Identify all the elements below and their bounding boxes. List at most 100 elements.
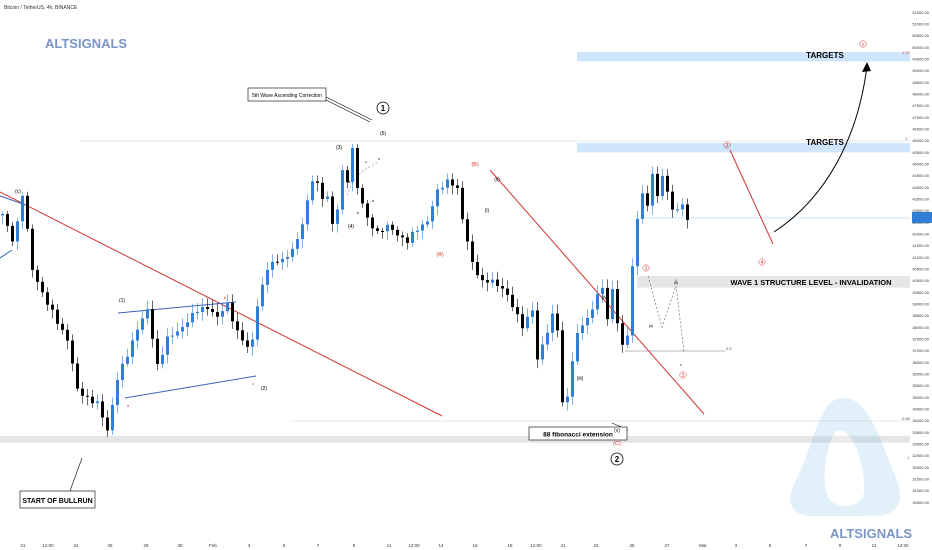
trend-line-wave4 bbox=[729, 149, 774, 245]
label-2: (2) bbox=[261, 386, 267, 392]
price-tick-label: 36500.00 bbox=[912, 360, 929, 365]
candle bbox=[481, 267, 484, 288]
time-tick-label: 11 bbox=[387, 543, 392, 548]
candle bbox=[251, 331, 254, 356]
label-5: (5) bbox=[380, 131, 386, 137]
candle bbox=[241, 321, 244, 346]
time-tick-label: 21 bbox=[20, 543, 26, 548]
altsignals-logo bbox=[790, 397, 900, 517]
price-tick-label: 31000.00 bbox=[912, 488, 929, 493]
candle bbox=[11, 222, 14, 247]
wave-connector-triangle bbox=[647, 275, 685, 353]
candle bbox=[231, 294, 234, 329]
price-tick-label: 50000.00 bbox=[912, 45, 929, 50]
candle bbox=[131, 332, 134, 365]
candle bbox=[316, 175, 319, 192]
time-tick-label: 12:00 bbox=[408, 543, 420, 548]
time-tick-label: 27 bbox=[664, 543, 670, 548]
price-tick-label: 38000.00 bbox=[912, 325, 929, 330]
time-tick-label: 3 bbox=[735, 543, 738, 548]
price-axis[interactable]: 30500.00 31000.00 31500.00 32000.00 32500.00… bbox=[912, 10, 929, 505]
candle bbox=[466, 212, 469, 250]
candle bbox=[616, 280, 619, 332]
candle bbox=[286, 249, 289, 268]
candle bbox=[676, 202, 679, 214]
label-iv: (iv) bbox=[602, 295, 609, 301]
candle bbox=[656, 166, 659, 203]
candle bbox=[396, 226, 399, 242]
candle bbox=[291, 242, 294, 262]
time-tick-label: 11 bbox=[872, 543, 877, 548]
candle bbox=[71, 334, 74, 372]
candle bbox=[26, 191, 29, 232]
time-axis[interactable]: 21 12:00 24 26 28 30 Feb 3 5 7 9 11 12:00 14 16 18 12:00… bbox=[20, 543, 909, 548]
candle bbox=[121, 355, 124, 388]
candle bbox=[341, 165, 344, 215]
price-tick-label: 42000.00 bbox=[912, 232, 929, 237]
label-c-small: c bbox=[365, 160, 367, 164]
candle bbox=[201, 298, 204, 321]
fib-1-upper-label: 1 bbox=[905, 136, 908, 141]
candle bbox=[406, 233, 409, 250]
label-a-small: a bbox=[348, 180, 350, 184]
price-tick-label: 33000.00 bbox=[912, 442, 929, 447]
fib-088-label: 0.88 bbox=[902, 416, 911, 421]
label-ii: (ii) bbox=[494, 177, 500, 183]
time-tick-label: 23 bbox=[593, 543, 599, 548]
watermark-bottom: ALTSIGNALS bbox=[830, 526, 912, 541]
candle bbox=[346, 165, 349, 189]
candle bbox=[36, 265, 39, 291]
label-d-small: d bbox=[372, 199, 374, 203]
callout-fib-extension: 88 fibonacci extension bbox=[528, 422, 629, 441]
candle bbox=[686, 198, 689, 229]
targets-lower-label: TARGETS bbox=[806, 138, 844, 147]
candle bbox=[301, 217, 304, 248]
price-tick-label: 31500.00 bbox=[912, 477, 929, 482]
targets-arrow bbox=[773, 65, 868, 233]
wave-circle-2 bbox=[610, 452, 624, 466]
label-red-b: b bbox=[224, 295, 227, 300]
invalidation-label: WAVE 1 STRUCTURE LEVEL - INVALIDATION bbox=[730, 278, 891, 287]
candle bbox=[356, 144, 359, 195]
trend-line-correction bbox=[489, 169, 705, 415]
candle bbox=[666, 168, 669, 200]
candle bbox=[46, 287, 49, 312]
wave-connector-top bbox=[346, 161, 379, 196]
label-red-5: c bbox=[862, 42, 865, 48]
candle bbox=[606, 279, 609, 327]
candle bbox=[306, 194, 309, 231]
candle bbox=[566, 387, 569, 411]
candle bbox=[441, 181, 444, 195]
candle bbox=[486, 272, 489, 292]
candle bbox=[351, 143, 354, 192]
candle bbox=[581, 316, 584, 341]
candle bbox=[196, 303, 199, 320]
label-a-tri: (a) bbox=[649, 324, 653, 328]
time-tick-label: 3 bbox=[248, 543, 251, 548]
callout-fib-text: 88 fibonacci extension bbox=[543, 432, 613, 439]
candle bbox=[76, 357, 79, 392]
candle bbox=[426, 216, 429, 228]
callout-start-text: START OF BULLRUN bbox=[22, 498, 92, 505]
left-channel-line-2 bbox=[0, 249, 13, 259]
candle bbox=[276, 254, 279, 266]
price-tick-label: 48500.00 bbox=[912, 80, 929, 85]
candle bbox=[381, 228, 384, 239]
candle bbox=[371, 214, 374, 237]
invalidation-band bbox=[637, 276, 910, 288]
price-tick-label: 39500.00 bbox=[912, 290, 929, 295]
candle bbox=[311, 175, 314, 205]
candle bbox=[96, 394, 99, 410]
time-tick-label: 5 bbox=[283, 543, 286, 548]
fib-0-label: 0 bbox=[675, 278, 678, 283]
candle bbox=[126, 348, 129, 367]
time-tick-label: 5 bbox=[769, 543, 772, 548]
price-tick-label: 33500.00 bbox=[912, 430, 929, 435]
channel-top-line bbox=[117, 301, 237, 314]
candle bbox=[596, 285, 599, 316]
wave-circle-1-text: 1 bbox=[381, 104, 386, 113]
label-b-small: b bbox=[357, 211, 359, 215]
candle bbox=[401, 231, 404, 247]
candle bbox=[391, 221, 394, 235]
